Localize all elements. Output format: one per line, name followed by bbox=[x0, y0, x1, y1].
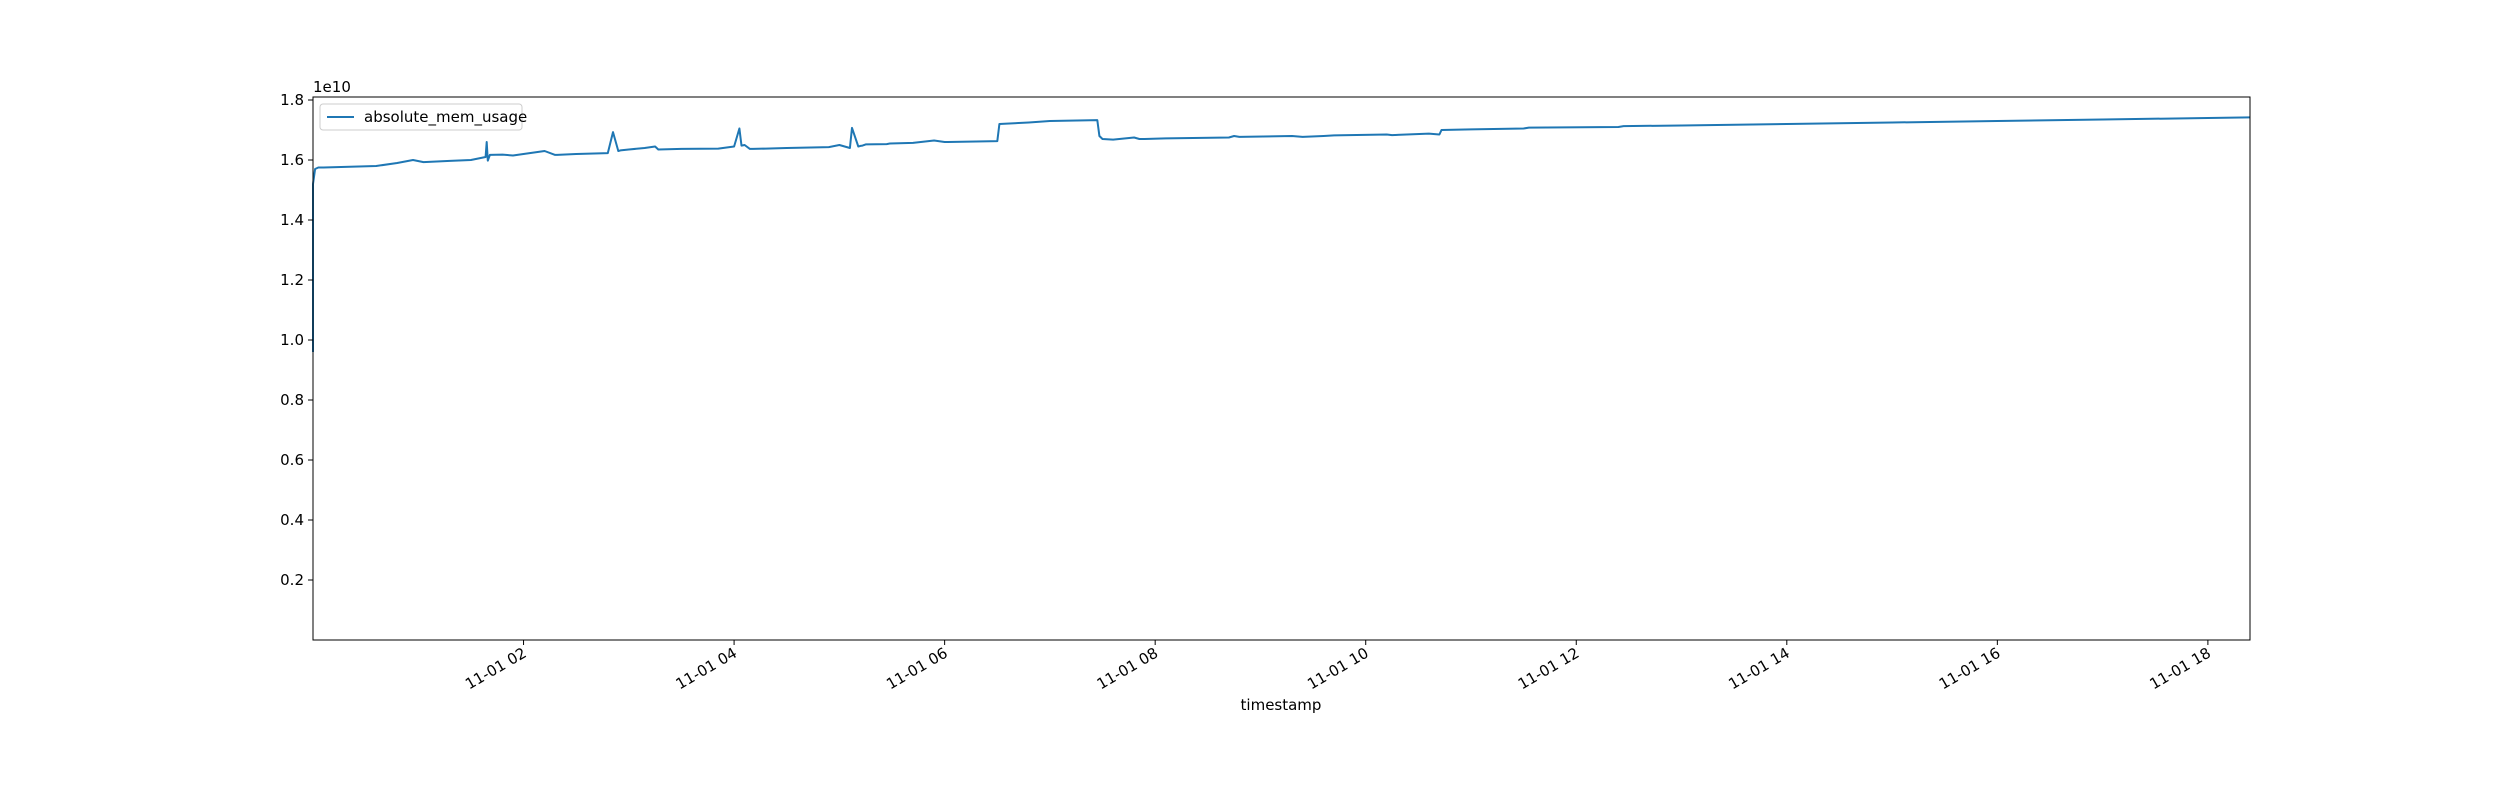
y-tick-label: 1.0 bbox=[280, 331, 304, 349]
axes-frame bbox=[312, 96, 2251, 641]
y-tick-label: 0.4 bbox=[280, 511, 304, 529]
y-tick-label: 1.4 bbox=[280, 211, 304, 229]
y-tick-label: 1.2 bbox=[280, 271, 304, 289]
y-offset-text: 1e10 bbox=[313, 78, 351, 96]
y-tick-label: 1.8 bbox=[280, 91, 304, 109]
series-line-absolute-mem-usage bbox=[312, 116, 2251, 352]
legend-entry-absolute-mem-usage: absolute_mem_usage bbox=[364, 108, 527, 127]
y-tick-label: 0.6 bbox=[280, 451, 304, 469]
y-tick-label: 0.8 bbox=[280, 391, 304, 409]
legend-frame bbox=[319, 103, 523, 131]
y-tick-label: 1.6 bbox=[280, 151, 304, 169]
y-axis: 0.2 0.4 0.6 0.8 1.0 1.2 1.4 1.6 1.8 bbox=[280, 91, 313, 589]
y-tick-label: 0.2 bbox=[280, 571, 304, 589]
legend: absolute_mem_usage bbox=[319, 103, 527, 131]
plot-area bbox=[312, 96, 2251, 641]
x-axis-label: timestamp bbox=[1241, 696, 1322, 714]
axes-background bbox=[313, 97, 2250, 640]
series-layer bbox=[312, 116, 2251, 352]
